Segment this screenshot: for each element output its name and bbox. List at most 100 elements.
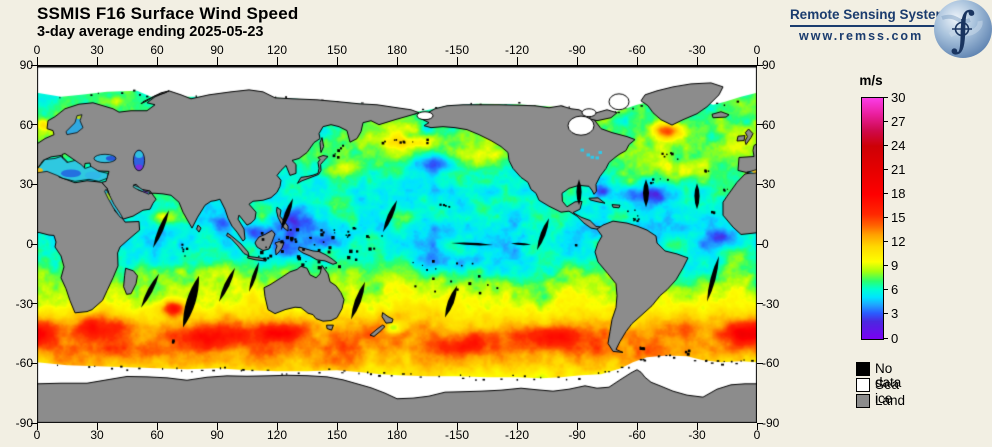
lat-tick-left [31,183,37,185]
colorbar-tick-label: 21 [891,161,906,177]
colorbar-tick [883,217,888,218]
colorbar-tick-label: 30 [891,89,906,105]
no-data-swatch [856,362,870,376]
lon-tick-bottom [216,423,218,430]
colorbar-tick-label: 24 [891,137,906,153]
colorbar-tick [883,120,888,122]
legend-label: Sea ice [875,377,900,406]
lon-tick-label-top: 180 [386,43,408,57]
lon-tick-bottom [516,423,518,430]
lon-tick-bottom [336,423,338,430]
page-subtitle: 3-day average ending 2025-05-23 [37,24,264,40]
lon-tick-label-top: 150 [326,43,348,57]
lon-tick-label-bottom: 90 [210,428,224,442]
lat-tick-label-left: 60 [19,117,33,132]
colorbar-tick [883,337,888,339]
world-wind-speed-map [37,65,757,423]
lon-tick-bottom [276,423,278,430]
lat-tick-label-right: 0 [762,237,769,251]
lon-tick-top [576,57,578,65]
logo-url-link[interactable]: www.remss.com [799,29,924,43]
colorbar-tick [883,289,888,291]
lon-tick-top [696,57,698,65]
lon-tick-label-top: -60 [628,43,646,57]
logo-text: Remote Sensing Systems [789,7,955,22]
lon-tick-bottom [396,423,398,430]
lon-tick-bottom [456,423,458,430]
lon-tick-top [276,57,278,65]
colorbar-tick-label: 15 [891,210,906,225]
lat-tick-label-right: 90 [762,58,776,72]
lon-tick-label-top: 120 [266,43,288,57]
lat-tick-label-right: -30 [762,296,780,311]
lat-tick-right [757,64,763,66]
lat-tick-right [757,422,763,424]
colorbar-tick [883,313,888,315]
lon-tick-label-bottom: 30 [90,428,104,442]
lon-tick-label-bottom: -90 [568,428,586,442]
lon-tick-label-bottom: -120 [504,428,530,442]
lon-tick-label-top: 30 [90,43,104,57]
lon-tick-top [456,57,458,65]
colorbar-tick-label: 27 [891,113,906,129]
land-swatch [856,394,870,408]
lon-tick-label-bottom: 180 [386,428,408,442]
lon-tick-top [396,57,398,65]
colorbar-tick-label: 3 [891,306,899,322]
colorbar-unit-label: m/s [859,73,883,88]
colorbar-tick-label: 12 [891,234,906,250]
legend-label: Land [875,393,906,408]
lon-tick-bottom [96,423,98,430]
colorbar-tick [883,144,888,146]
lat-tick-left [31,422,37,424]
lat-tick-label-right: -60 [762,356,780,371]
svg-text:∫: ∫ [950,2,975,58]
lat-tick-right [757,124,763,126]
lon-tick-bottom [696,423,698,430]
lat-tick-label-right: 30 [762,177,776,192]
lon-tick-label-bottom: 120 [266,428,288,442]
lat-tick-label-left: -60 [15,356,33,371]
lon-tick-label-top: 90 [210,43,224,57]
lat-tick-left [31,303,37,305]
lon-tick-bottom [36,423,38,430]
lon-tick-bottom [156,423,158,430]
lon-tick-label-top: 0 [33,43,41,57]
logo-underline [790,25,955,27]
colorbar-tick-label: 6 [891,282,899,298]
lon-tick-label-top: -30 [688,43,706,57]
colorbar-tick-label: 9 [891,258,899,274]
lon-tick-top [96,57,98,65]
lon-tick-bottom [756,423,758,430]
colorbar [861,97,884,340]
lon-tick-top [156,57,158,65]
lat-tick-right [757,303,763,305]
lat-tick-right [757,183,763,185]
lon-tick-top [756,57,758,65]
colorbar-tick [883,192,888,194]
lat-tick-left [31,243,37,245]
colorbar-tick [883,168,888,170]
lon-tick-label-top: -90 [568,43,586,57]
lon-tick-label-bottom: 150 [326,428,348,442]
lat-tick-label-left: 0 [26,237,33,251]
lon-tick-label-top: -150 [444,43,470,57]
lat-tick-label-left: -90 [15,416,33,430]
lon-tick-label-bottom: 60 [150,428,164,442]
lat-tick-label-right: 60 [762,117,776,132]
lon-tick-label-top: -120 [504,43,530,57]
lon-tick-label-bottom: -150 [444,428,470,442]
colorbar-tick [883,265,888,267]
lon-tick-top [636,57,638,65]
lon-tick-top [216,57,218,65]
colorbar-tick-label: 0 [891,330,899,346]
lat-tick-label-right: -90 [762,416,780,430]
lat-tick-right [757,362,763,364]
lon-tick-bottom [576,423,578,430]
colorbar-tick [883,96,888,98]
globe-logo-icon: ∫ [934,0,992,58]
legend-label: No data [875,361,902,390]
lon-tick-top [516,57,518,65]
lon-tick-top [336,57,338,65]
